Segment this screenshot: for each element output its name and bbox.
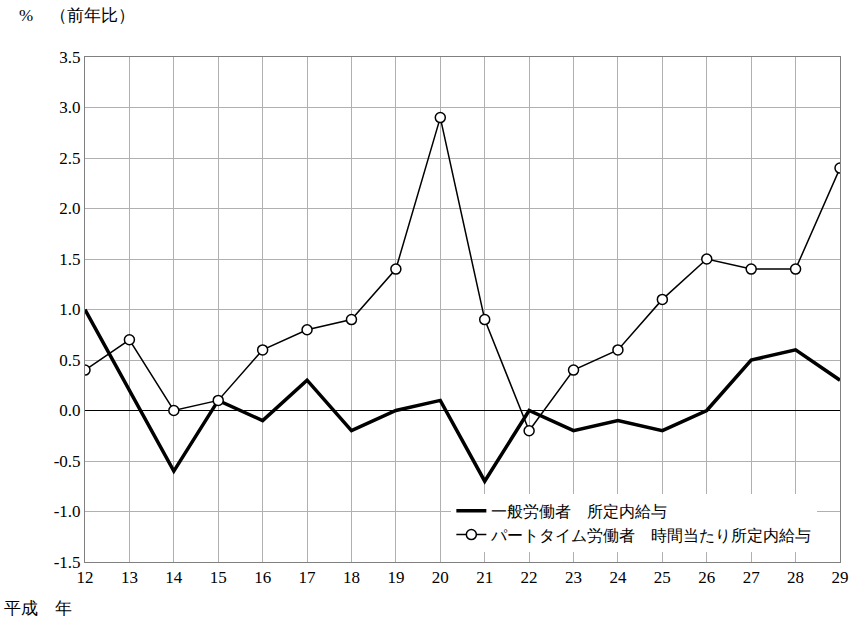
svg-text:29: 29 bbox=[832, 568, 849, 587]
svg-text:1.5: 1.5 bbox=[59, 250, 80, 269]
svg-text:18: 18 bbox=[343, 568, 360, 587]
svg-text:パートタイム労働者 時間当たり所定内給与: パートタイム労働者 時間当たり所定内給与 bbox=[490, 527, 811, 544]
svg-text:2.5: 2.5 bbox=[59, 149, 80, 168]
svg-text:-1.5: -1.5 bbox=[54, 553, 81, 572]
svg-text:3.0: 3.0 bbox=[59, 98, 80, 117]
svg-text:17: 17 bbox=[299, 568, 317, 587]
svg-text:1.0: 1.0 bbox=[59, 300, 80, 319]
svg-text:0.5: 0.5 bbox=[59, 351, 80, 370]
svg-text:14: 14 bbox=[165, 568, 183, 587]
svg-text:27: 27 bbox=[743, 568, 761, 587]
svg-text:-0.5: -0.5 bbox=[54, 452, 81, 471]
svg-text:13: 13 bbox=[121, 568, 138, 587]
svg-text:20: 20 bbox=[432, 568, 449, 587]
svg-text:2.0: 2.0 bbox=[59, 199, 80, 218]
svg-text:28: 28 bbox=[787, 568, 804, 587]
svg-text:% （前年比）: % （前年比） bbox=[19, 6, 135, 25]
svg-text:-1.0: -1.0 bbox=[54, 502, 81, 521]
svg-text:21: 21 bbox=[476, 568, 493, 587]
svg-text:22: 22 bbox=[521, 568, 538, 587]
svg-text:平成 年: 平成 年 bbox=[4, 599, 72, 618]
svg-text:19: 19 bbox=[387, 568, 404, 587]
svg-text:0.0: 0.0 bbox=[59, 401, 80, 420]
svg-text:25: 25 bbox=[654, 568, 671, 587]
svg-text:24: 24 bbox=[609, 568, 627, 587]
svg-text:23: 23 bbox=[565, 568, 582, 587]
svg-text:一般労働者 所定内給与: 一般労働者 所定内給与 bbox=[491, 503, 667, 520]
svg-text:15: 15 bbox=[210, 568, 227, 587]
svg-text:26: 26 bbox=[698, 568, 715, 587]
svg-text:16: 16 bbox=[254, 568, 271, 587]
svg-text:3.5: 3.5 bbox=[59, 48, 80, 67]
svg-text:12: 12 bbox=[77, 568, 94, 587]
